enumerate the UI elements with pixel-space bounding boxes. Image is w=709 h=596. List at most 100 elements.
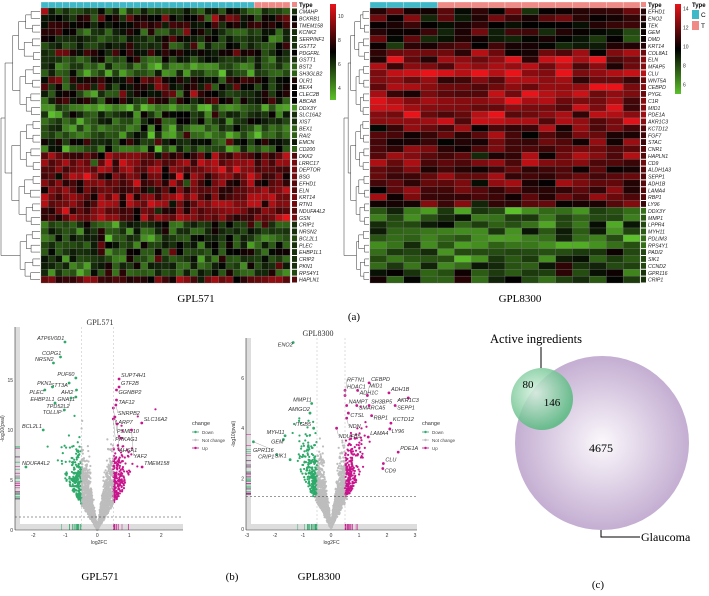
heatmap-cell <box>232 255 241 263</box>
volcano-point <box>79 493 82 497</box>
heatmap-cell <box>622 200 641 208</box>
dendrogram-branch <box>364 217 369 225</box>
heatmap-cell <box>62 248 70 256</box>
heatmap-cell <box>40 28 49 36</box>
heatmap-cell <box>437 186 455 194</box>
heatmap-cell <box>97 152 106 160</box>
heatmap-cell <box>268 275 276 284</box>
heatmap-cell <box>83 110 91 119</box>
dendrogram-branch <box>0 117 21 256</box>
heatmap-cell <box>211 35 220 43</box>
heatmap-cell <box>62 55 70 64</box>
heatmap-cell <box>369 69 388 77</box>
heatmap-cell <box>454 186 472 194</box>
heatmap-cell <box>133 124 141 132</box>
heatmap-cell <box>240 269 248 277</box>
volcano-point <box>72 472 76 475</box>
heatmap-cell <box>437 110 455 119</box>
heatmap-cell <box>161 83 170 91</box>
heatmap-cell <box>55 262 63 270</box>
heatmap-cell <box>133 131 141 139</box>
heatmap-cell <box>225 49 234 57</box>
heatmap-cell <box>176 124 184 132</box>
heatmap-cell <box>140 76 148 84</box>
heatmap-cell <box>247 200 255 208</box>
heatmap-cell <box>197 90 205 98</box>
heatmap-cell <box>572 35 590 43</box>
type-swatch <box>292 2 297 7</box>
heatmap-cell <box>161 207 170 215</box>
heatmap-cell <box>183 193 191 201</box>
heatmap-cell <box>268 248 276 256</box>
heatmap-cell <box>40 42 49 50</box>
heatmap-cell <box>240 69 248 77</box>
heatmap-cell <box>218 110 227 119</box>
heatmap-cell <box>40 90 49 98</box>
heatmap-cell <box>154 28 163 36</box>
heatmap-cell <box>90 186 99 194</box>
heatmap-cell <box>403 83 421 91</box>
heatmap-cell <box>247 220 255 229</box>
gene-label: BEX4 <box>299 85 312 91</box>
heatmap-cell <box>225 255 234 263</box>
heatmap-cell <box>471 275 489 284</box>
heatmap-cell <box>104 220 113 229</box>
heatmap-cell <box>47 200 56 208</box>
heatmap-cell <box>282 241 291 249</box>
volcano-point <box>127 473 130 476</box>
heatmap-cell <box>204 110 212 119</box>
color-scale-tick: 8 <box>683 64 686 70</box>
volcano-point <box>89 499 92 502</box>
volcano-point <box>117 484 120 487</box>
heatmap-cell <box>369 179 388 187</box>
dendrogram-branch <box>25 14 33 29</box>
volcano-point <box>103 471 106 474</box>
heatmap-cell <box>183 83 191 91</box>
heatmap-cell <box>247 138 255 146</box>
heatmap-cell <box>232 262 241 270</box>
heatmap-cell <box>487 165 506 174</box>
heatmap-cell <box>183 255 191 263</box>
heatmap-cell <box>454 234 472 242</box>
dendrogram-branch <box>355 76 361 105</box>
heatmap-cell <box>622 7 641 16</box>
volcano-point <box>127 451 130 454</box>
heatmap-cell <box>204 172 212 181</box>
heatmap-cell <box>240 14 248 22</box>
heatmap-cell <box>147 62 155 71</box>
heatmap-cell <box>471 214 489 222</box>
heatmap-cell <box>190 179 198 187</box>
heatmap-cell <box>471 172 489 181</box>
heatmap-cell <box>504 131 523 139</box>
heatmap-cell <box>176 117 184 126</box>
heatmap-cell <box>168 28 177 36</box>
heatmap-cell <box>247 255 255 263</box>
heatmap-cell <box>275 14 284 22</box>
volcano-point <box>107 489 110 492</box>
heatmap-cell <box>218 14 227 22</box>
heatmap-cell <box>133 21 141 29</box>
heatmap-cell <box>606 234 624 242</box>
heatmap-cell <box>254 214 262 222</box>
heatmap-cell <box>55 97 63 105</box>
type-cell-T <box>275 1 284 9</box>
heatmap-cell <box>90 207 99 215</box>
heatmap-cell <box>538 227 556 236</box>
heatmap-cell <box>261 97 269 105</box>
heatmap-cell <box>437 220 455 229</box>
heatmap-cell <box>154 131 163 139</box>
heatmap-cell <box>183 200 191 208</box>
volcano-point <box>120 485 123 488</box>
volcano-point <box>75 458 78 461</box>
heatmap-cell <box>487 214 506 222</box>
volcano-point <box>80 427 83 430</box>
heatmap-cell <box>90 69 99 77</box>
heatmap-cell <box>504 49 523 57</box>
heatmap-cell <box>161 90 170 98</box>
heatmap-cell <box>197 234 205 242</box>
heatmap-cell <box>154 214 163 222</box>
heatmap-cell <box>403 200 421 208</box>
heatmap-cell <box>589 55 607 64</box>
heatmap-cell <box>232 35 241 43</box>
gene-label: ELN <box>299 188 309 194</box>
